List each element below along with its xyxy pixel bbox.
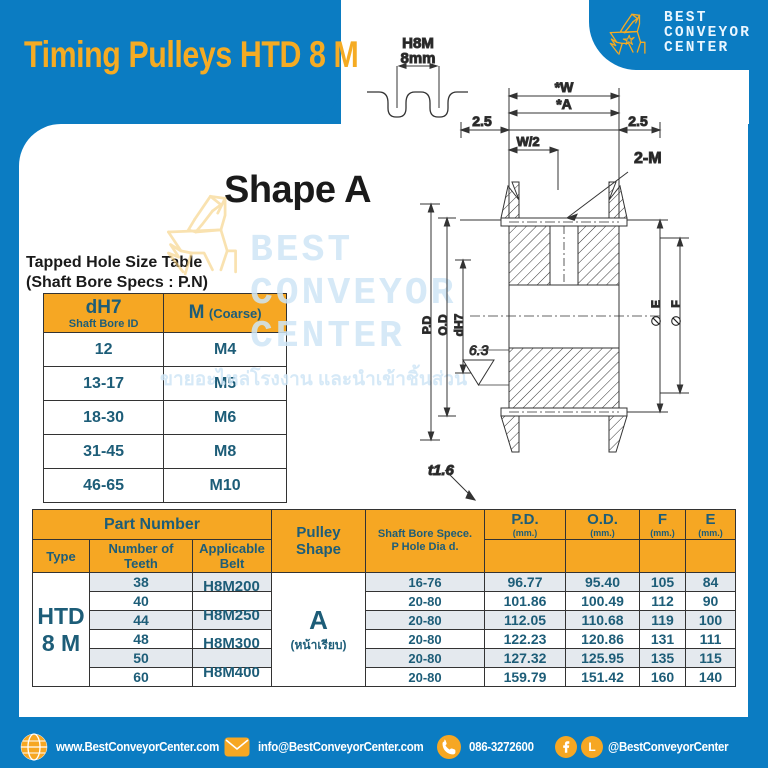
svg-text:*A: *A [556,96,572,112]
svg-text:dH7: dH7 [452,313,466,336]
svg-text:W/2: W/2 [516,134,539,149]
svg-text:O.D: O.D [436,314,450,336]
svg-text:2.5: 2.5 [628,113,648,129]
svg-text:2.5: 2.5 [472,113,492,129]
svg-text:2-M: 2-M [634,150,662,167]
svg-text:E: E [649,300,663,308]
svg-text:t1.6: t1.6 [428,462,455,479]
svg-text:F: F [669,300,683,307]
svg-text:8mm: 8mm [400,50,435,67]
svg-text:P.D: P.D [420,315,434,334]
svg-text:*W: *W [555,79,574,95]
svg-text:6.3: 6.3 [469,342,489,358]
